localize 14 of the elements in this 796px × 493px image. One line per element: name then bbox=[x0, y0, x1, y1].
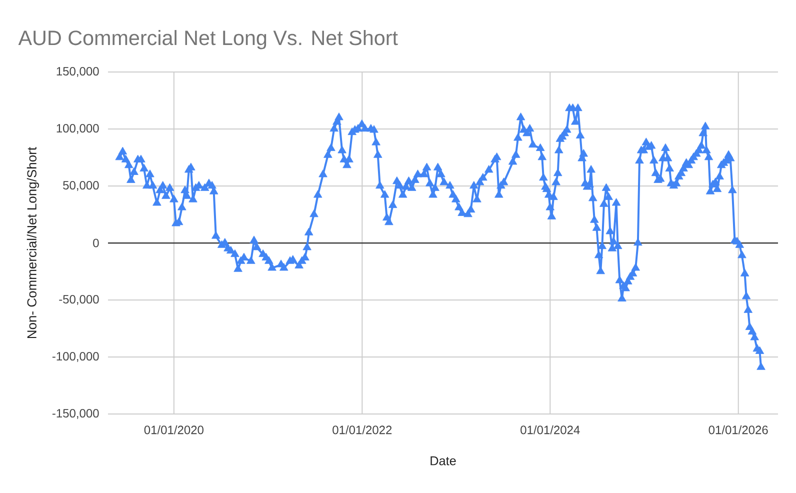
y-tick-label: -150,000 bbox=[52, 409, 99, 419]
chart-title: AUD Commercial Net Long Vs. Net Short bbox=[18, 30, 398, 50]
x-tick-label: 01/01/2022 bbox=[332, 425, 392, 434]
y-tick-label: -50,000 bbox=[59, 295, 99, 305]
y-tick-label: 0 bbox=[93, 238, 99, 248]
y-axis-title: Non- Commercial/Net Long/Short bbox=[26, 147, 40, 338]
x-tick-label: 01/01/2020 bbox=[144, 425, 204, 434]
y-tick-label: -100,000 bbox=[52, 352, 99, 362]
y-tick-label: 150,000 bbox=[56, 67, 99, 77]
x-tick-label: 01/01/2024 bbox=[520, 425, 580, 434]
x-axis-title: Date bbox=[430, 456, 456, 466]
y-tick-label: 50,000 bbox=[63, 181, 99, 191]
y-tick-label: 100,000 bbox=[56, 124, 99, 134]
x-tick-label: 01/01/2026 bbox=[708, 425, 768, 434]
